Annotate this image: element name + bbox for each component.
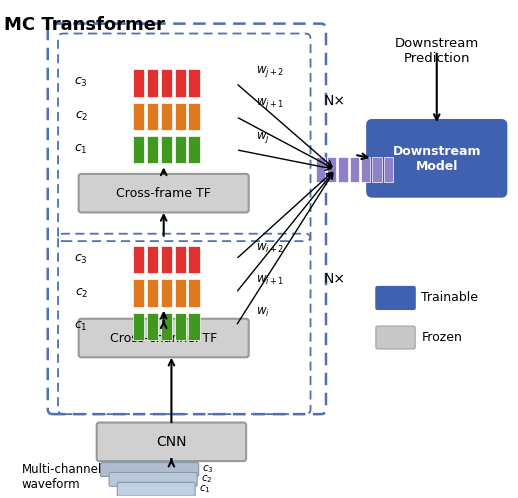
Bar	[133, 313, 144, 340]
FancyBboxPatch shape	[376, 287, 415, 309]
Bar	[147, 313, 158, 340]
Bar	[175, 103, 186, 130]
Text: $c_3$: $c_3$	[203, 464, 214, 476]
Bar	[161, 246, 172, 273]
Text: Downstream
Prediction: Downstream Prediction	[395, 37, 479, 65]
Text: $w_j$: $w_j$	[256, 130, 270, 145]
Bar	[175, 279, 186, 307]
FancyBboxPatch shape	[376, 326, 415, 349]
Text: Cross-channel TF: Cross-channel TF	[110, 332, 218, 345]
FancyBboxPatch shape	[367, 120, 506, 197]
Bar	[384, 156, 393, 182]
Bar	[161, 69, 172, 97]
Bar	[175, 136, 186, 163]
FancyBboxPatch shape	[79, 319, 249, 357]
Bar	[147, 69, 158, 97]
Bar	[147, 279, 158, 307]
Text: Cross-frame TF: Cross-frame TF	[116, 187, 211, 200]
Bar	[147, 136, 158, 163]
Bar	[161, 103, 172, 130]
Text: $w_i$: $w_i$	[256, 306, 270, 319]
FancyBboxPatch shape	[100, 463, 199, 477]
Bar	[189, 313, 200, 340]
Text: $w_{i+2}$: $w_{i+2}$	[256, 242, 285, 255]
Bar	[161, 279, 172, 307]
Text: Frozen: Frozen	[421, 331, 462, 344]
Text: $c_2$: $c_2$	[201, 474, 212, 485]
Text: N×: N×	[323, 94, 346, 108]
Bar	[175, 246, 186, 273]
Bar	[327, 156, 336, 182]
Bar	[350, 156, 359, 182]
Bar	[133, 279, 144, 307]
Text: $c_3$: $c_3$	[75, 253, 88, 266]
Text: MC Transformer: MC Transformer	[4, 16, 165, 34]
Text: $c_1$: $c_1$	[75, 320, 88, 333]
Bar	[133, 136, 144, 163]
Bar	[147, 246, 158, 273]
Bar	[133, 103, 144, 130]
Text: $c_1$: $c_1$	[199, 484, 210, 495]
Bar	[147, 103, 158, 130]
Text: Trainable: Trainable	[421, 291, 478, 304]
Bar	[161, 136, 172, 163]
Text: $w_{i+1}$: $w_{i+1}$	[256, 274, 285, 287]
Bar	[189, 279, 200, 307]
FancyBboxPatch shape	[109, 473, 197, 487]
Bar	[189, 136, 200, 163]
FancyBboxPatch shape	[79, 174, 249, 213]
Bar	[189, 103, 200, 130]
FancyBboxPatch shape	[97, 422, 246, 461]
Text: $c_2$: $c_2$	[75, 110, 88, 123]
Bar	[175, 69, 186, 97]
Bar	[189, 246, 200, 273]
Text: Downstream
Model: Downstream Model	[393, 144, 481, 173]
Bar	[175, 313, 186, 340]
Text: $c_1$: $c_1$	[75, 143, 88, 156]
Bar	[372, 156, 382, 182]
Bar	[338, 156, 348, 182]
Text: $w_{j+1}$: $w_{j+1}$	[256, 96, 285, 111]
Text: $w_{j+2}$: $w_{j+2}$	[256, 64, 285, 79]
Bar	[161, 313, 172, 340]
Bar	[361, 156, 370, 182]
Text: CNN: CNN	[156, 435, 186, 449]
Text: $c_3$: $c_3$	[75, 76, 88, 90]
Bar	[133, 69, 144, 97]
Text: N×: N×	[323, 272, 346, 286]
Text: $c_2$: $c_2$	[75, 286, 88, 300]
Text: Multi-channel
waveform: Multi-channel waveform	[22, 463, 102, 491]
FancyBboxPatch shape	[117, 483, 195, 496]
Bar	[315, 156, 325, 182]
Bar	[133, 246, 144, 273]
Bar	[189, 69, 200, 97]
